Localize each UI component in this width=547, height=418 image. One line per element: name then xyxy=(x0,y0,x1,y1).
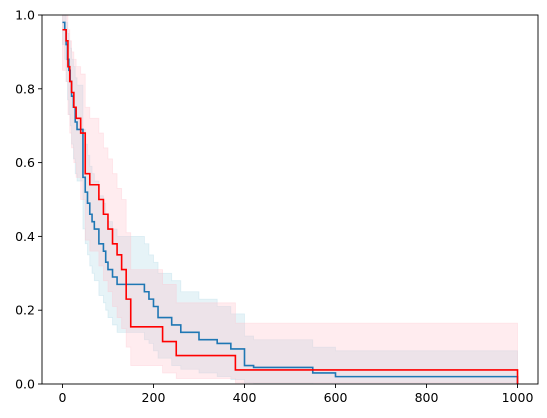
y-tick-label: 0.4 xyxy=(15,229,35,244)
y-tick-label: 1.0 xyxy=(15,8,35,23)
x-tick-label: 200 xyxy=(142,390,166,405)
x-tick-label: 400 xyxy=(233,390,257,405)
plot-frame xyxy=(41,14,539,385)
step-lines xyxy=(62,21,519,384)
x-tick-label: 1000 xyxy=(502,390,534,405)
confidence-bands xyxy=(62,14,518,385)
y-tick-label: 0.6 xyxy=(15,155,35,170)
series-2-line xyxy=(62,28,519,384)
x-tick-label: 800 xyxy=(415,390,439,405)
x-tick-label: 0 xyxy=(59,390,67,405)
y-tick-label: 0.2 xyxy=(15,303,35,318)
series-2-confidence-band xyxy=(62,14,518,384)
y-axis: 0.0 0.2 0.4 0.6 0.8 1.0 xyxy=(15,8,42,392)
x-tick-label: 600 xyxy=(324,390,348,405)
y-tick-label: 0.8 xyxy=(15,81,35,96)
series-1-line xyxy=(62,21,519,384)
y-tick-label: 0.0 xyxy=(15,377,35,392)
x-axis: 0 200 400 600 800 1000 xyxy=(59,384,534,405)
